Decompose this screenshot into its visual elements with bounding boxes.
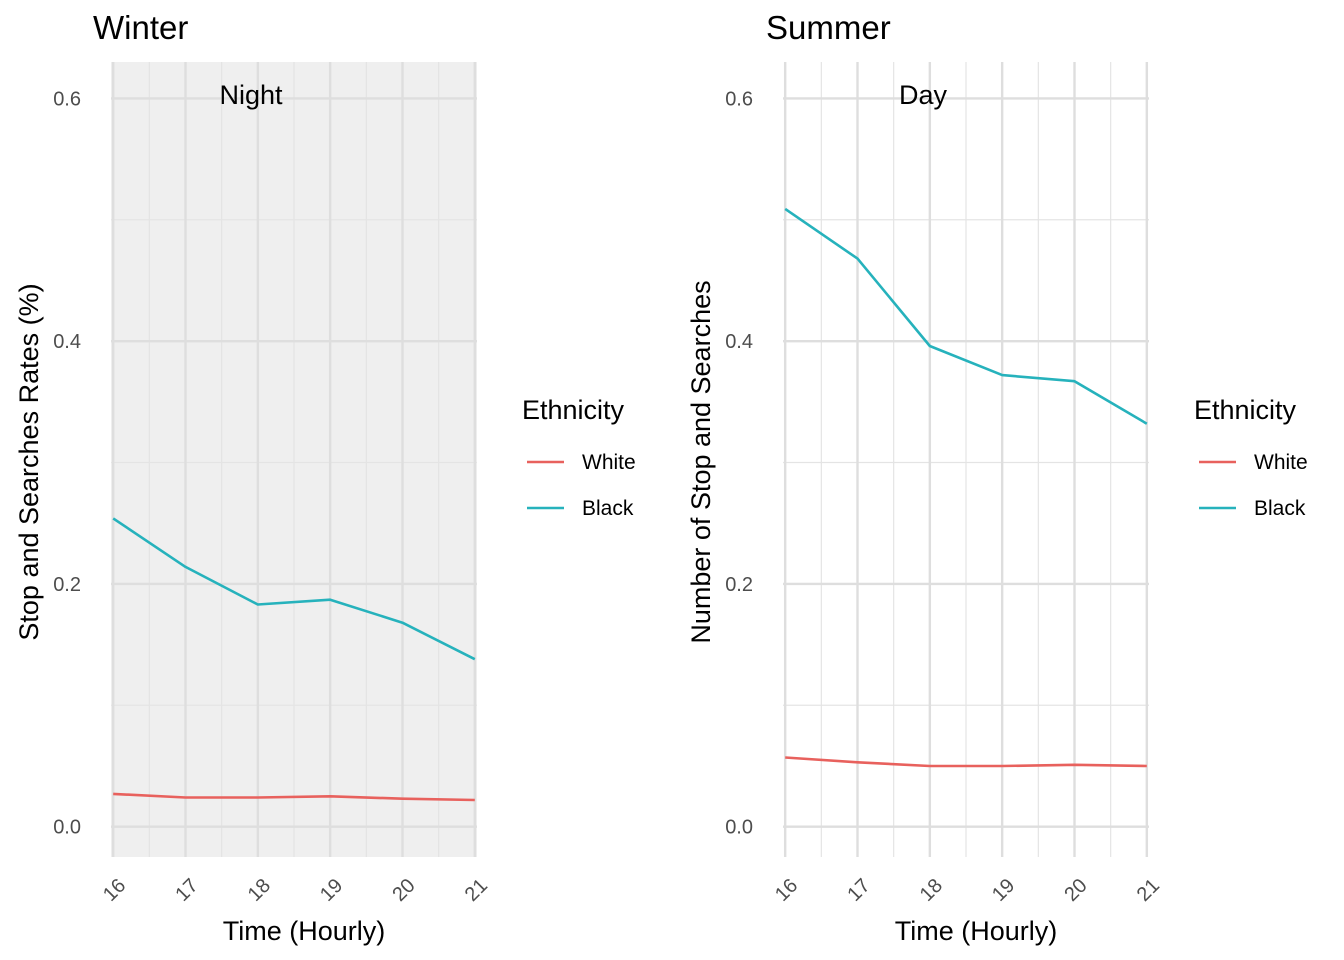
- legend-title: Ethnicity: [1194, 395, 1297, 425]
- x-tick-label: 19: [316, 875, 347, 906]
- y-axis-title: Stop and Searches Rates (%): [14, 283, 44, 640]
- x-tick-label: 20: [1060, 875, 1091, 906]
- y-tick-label: 0.2: [725, 574, 753, 596]
- x-tick-label: 16: [99, 875, 130, 906]
- panel-title: Winter: [93, 9, 188, 46]
- x-tick-label: 21: [1133, 875, 1164, 906]
- x-axis-title: Time (Hourly): [223, 916, 386, 946]
- y-tick-label: 0.2: [53, 574, 81, 596]
- x-tick-label: 18: [916, 875, 947, 906]
- y-tick-label: 0.4: [53, 331, 81, 353]
- x-tick-label: 17: [171, 875, 202, 906]
- chart-panel-summer: 0.0 0.2 0.4 0.6 16 17 18 19 20 21 Day Summer Time (H…: [686, 9, 1308, 946]
- legend: Ethnicity White Black: [1194, 395, 1308, 520]
- x-tick-label: 20: [388, 875, 419, 906]
- x-axis-title: Time (Hourly): [895, 916, 1058, 946]
- y-tick-label: 0.6: [725, 88, 753, 110]
- x-tick-label: 18: [244, 875, 275, 906]
- legend-label: White: [1254, 451, 1308, 474]
- series-line-white: [113, 792, 475, 802]
- legend: Ethnicity White Black: [522, 395, 636, 520]
- legend-label: Black: [1254, 497, 1306, 520]
- panel-title: Summer: [766, 9, 891, 46]
- series-line-black: [784, 207, 1148, 425]
- y-tick-label: 0.0: [725, 817, 753, 839]
- chart-panel-winter: 0.0 0.2 0.4 0.6 16 17 18 19 20 21 Night Winter Time …: [14, 9, 636, 946]
- x-tick-label: 21: [461, 875, 492, 906]
- legend-label: Black: [582, 497, 634, 520]
- x-tick-label: 17: [843, 875, 874, 906]
- legend-label: White: [582, 451, 636, 474]
- y-tick-label: 0.4: [725, 331, 753, 353]
- y-tick-label: 0.0: [53, 817, 81, 839]
- y-tick-label: 0.6: [53, 88, 81, 110]
- panel-annotation: Day: [899, 80, 948, 110]
- series-line-white: [785, 756, 1147, 768]
- x-tick-label: 16: [771, 875, 802, 906]
- series-line-black: [112, 517, 476, 661]
- y-axis-title: Number of Stop and Searches: [686, 280, 716, 643]
- panel-annotation: Night: [219, 80, 283, 110]
- legend-title: Ethnicity: [522, 395, 625, 425]
- x-tick-label: 19: [988, 875, 1019, 906]
